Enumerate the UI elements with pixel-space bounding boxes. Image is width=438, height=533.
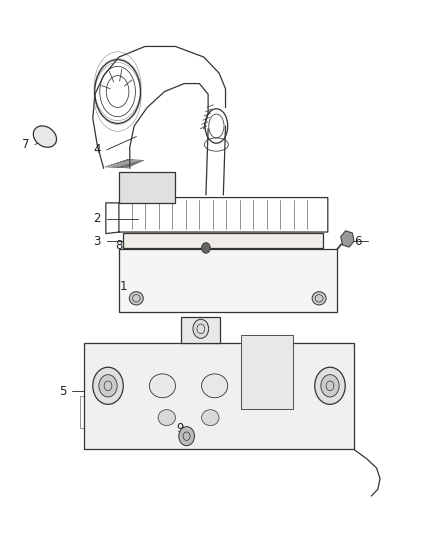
Bar	[181, 317, 220, 343]
Ellipse shape	[149, 374, 176, 398]
Bar	[84, 343, 354, 449]
Text: 8: 8	[115, 239, 123, 252]
Bar	[241, 335, 293, 409]
Circle shape	[179, 426, 194, 446]
Ellipse shape	[33, 126, 57, 147]
Ellipse shape	[312, 292, 326, 305]
Bar	[123, 233, 323, 248]
Ellipse shape	[93, 367, 123, 405]
Circle shape	[201, 243, 210, 253]
Ellipse shape	[201, 374, 228, 398]
Text: 1: 1	[120, 280, 127, 293]
Ellipse shape	[129, 292, 143, 305]
Ellipse shape	[158, 410, 176, 425]
Text: 6: 6	[354, 235, 362, 247]
Circle shape	[193, 319, 208, 338]
Text: 5: 5	[59, 385, 66, 398]
Text: 3: 3	[93, 235, 101, 247]
Ellipse shape	[315, 367, 345, 405]
Text: 7: 7	[21, 138, 29, 151]
Ellipse shape	[321, 375, 339, 397]
Bar	[119, 172, 176, 203]
Text: 9: 9	[176, 422, 184, 435]
Text: 4: 4	[93, 143, 101, 156]
Ellipse shape	[201, 410, 219, 425]
Ellipse shape	[99, 375, 117, 397]
Text: 2: 2	[93, 212, 101, 225]
Bar	[119, 249, 336, 312]
